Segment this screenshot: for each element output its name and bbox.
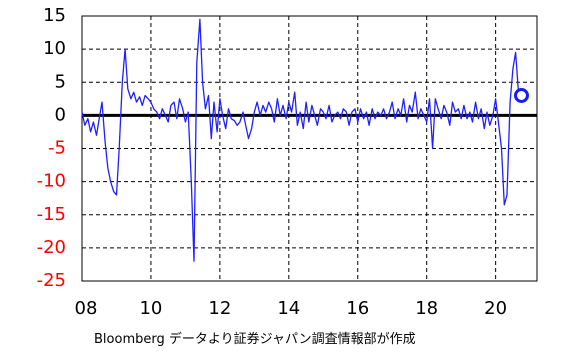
series-line	[81, 18, 520, 262]
y-tick-label: -20	[37, 237, 66, 258]
x-tick-label: 16	[346, 298, 369, 319]
grid-lines	[82, 16, 537, 281]
x-tick-label: 14	[277, 298, 300, 319]
y-axis-ticks: 15 10 5 0 -5 -10 -15 -20 -25	[37, 5, 66, 291]
y-tick-label: 5	[55, 71, 66, 92]
y-tick-label: -15	[37, 204, 66, 225]
y-tick-label: -5	[48, 138, 66, 159]
x-tick-label: 08	[75, 298, 98, 319]
x-tick-label: 10	[139, 298, 162, 319]
y-tick-label: 15	[43, 5, 66, 26]
x-tick-label: 18	[415, 298, 438, 319]
y-tick-label: -10	[37, 171, 66, 192]
highlight-marker	[513, 88, 529, 103]
x-axis-ticks: 08 10 12 14 16 18 20	[75, 298, 508, 319]
plot-frame	[81, 15, 538, 282]
x-tick-label: 20	[484, 298, 507, 319]
x-tick-label: 12	[208, 298, 231, 319]
y-tick-label: 0	[55, 104, 66, 125]
y-tick-label: -25	[37, 270, 66, 291]
source-caption: Bloomberg データより証券ジャパン調査情報部が作成	[94, 331, 416, 347]
y-tick-label: 10	[43, 38, 66, 59]
